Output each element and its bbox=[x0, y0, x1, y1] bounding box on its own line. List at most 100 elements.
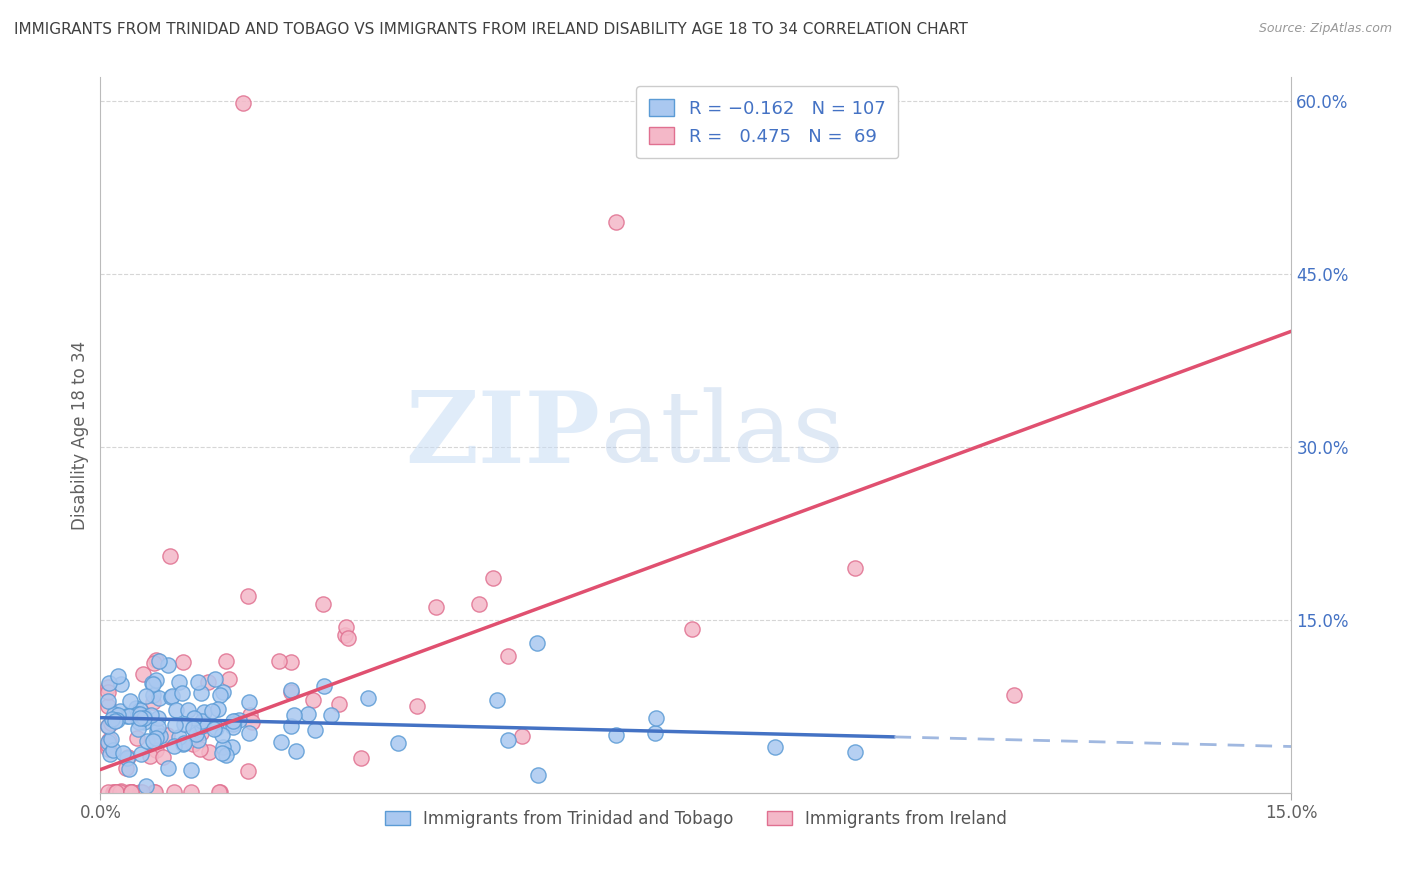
Point bbox=[105, 784, 128, 798]
Point bbox=[129, 747, 152, 762]
Point bbox=[159, 690, 181, 705]
Point bbox=[284, 744, 307, 758]
Point bbox=[173, 717, 195, 731]
Point bbox=[98, 747, 121, 761]
Point bbox=[142, 677, 165, 691]
Point bbox=[120, 784, 142, 798]
Point bbox=[280, 655, 302, 669]
Point bbox=[97, 719, 120, 733]
Point bbox=[120, 784, 142, 798]
Point bbox=[152, 749, 174, 764]
Point bbox=[527, 768, 550, 782]
Point bbox=[132, 715, 155, 730]
Point bbox=[212, 684, 235, 698]
Point bbox=[141, 675, 163, 690]
Point bbox=[121, 784, 143, 798]
Point bbox=[222, 714, 245, 728]
Point bbox=[321, 708, 343, 723]
Point bbox=[269, 654, 291, 668]
Point bbox=[208, 784, 231, 798]
Point bbox=[97, 738, 120, 752]
Text: IMMIGRANTS FROM TRINIDAD AND TOBAGO VS IMMIGRANTS FROM IRELAND DISABILITY AGE 18: IMMIGRANTS FROM TRINIDAD AND TOBAGO VS I… bbox=[14, 22, 967, 37]
Point bbox=[242, 714, 264, 729]
Legend: Immigrants from Trinidad and Tobago, Immigrants from Ireland: Immigrants from Trinidad and Tobago, Imm… bbox=[378, 803, 1014, 834]
Point bbox=[121, 784, 143, 798]
Point bbox=[120, 694, 142, 708]
Point bbox=[101, 742, 124, 756]
Point bbox=[104, 714, 127, 728]
Point bbox=[143, 656, 166, 670]
Point bbox=[97, 680, 120, 694]
Point bbox=[163, 784, 186, 798]
Point bbox=[142, 734, 165, 748]
Point bbox=[110, 704, 132, 718]
Point bbox=[312, 597, 335, 611]
Point bbox=[763, 739, 786, 754]
Point bbox=[681, 622, 703, 636]
Point bbox=[142, 689, 165, 703]
Point bbox=[214, 654, 236, 668]
Point bbox=[163, 718, 186, 732]
Point bbox=[496, 733, 519, 747]
Text: ZIP: ZIP bbox=[406, 386, 600, 483]
Point bbox=[129, 706, 152, 721]
Point bbox=[100, 731, 122, 746]
Point bbox=[105, 713, 128, 727]
Point bbox=[605, 214, 627, 228]
Point bbox=[238, 726, 260, 740]
Point bbox=[498, 649, 520, 664]
Point bbox=[167, 730, 190, 744]
Point bbox=[101, 784, 124, 798]
Point bbox=[148, 654, 170, 668]
Point bbox=[103, 706, 125, 721]
Point bbox=[157, 761, 180, 775]
Point bbox=[333, 628, 356, 642]
Point bbox=[232, 95, 254, 110]
Point bbox=[143, 784, 166, 798]
Point bbox=[304, 723, 326, 738]
Point bbox=[425, 600, 447, 615]
Point bbox=[97, 784, 120, 798]
Point bbox=[280, 683, 302, 698]
Point bbox=[605, 728, 627, 742]
Point bbox=[97, 732, 120, 747]
Point bbox=[201, 704, 224, 718]
Point bbox=[145, 653, 167, 667]
Point bbox=[197, 675, 219, 690]
Point bbox=[125, 701, 148, 715]
Point bbox=[236, 589, 259, 603]
Point bbox=[142, 695, 165, 709]
Point bbox=[215, 747, 238, 762]
Point bbox=[97, 735, 120, 749]
Point bbox=[157, 657, 180, 672]
Point bbox=[114, 761, 136, 775]
Point bbox=[211, 746, 233, 760]
Point bbox=[103, 784, 125, 798]
Point bbox=[188, 741, 211, 756]
Point bbox=[146, 720, 169, 734]
Point bbox=[117, 750, 139, 764]
Point bbox=[107, 708, 129, 723]
Point bbox=[97, 685, 120, 699]
Point bbox=[207, 702, 229, 716]
Point bbox=[209, 784, 232, 798]
Point bbox=[162, 689, 184, 703]
Point bbox=[644, 726, 666, 740]
Point bbox=[221, 740, 243, 755]
Point bbox=[405, 698, 427, 713]
Point bbox=[128, 703, 150, 717]
Point bbox=[224, 714, 246, 728]
Point bbox=[1002, 688, 1025, 702]
Point bbox=[302, 693, 325, 707]
Point bbox=[312, 679, 335, 693]
Point bbox=[211, 727, 233, 741]
Point bbox=[159, 549, 181, 564]
Point bbox=[280, 685, 302, 699]
Point bbox=[328, 697, 350, 711]
Point bbox=[105, 784, 128, 798]
Point bbox=[135, 779, 157, 793]
Point bbox=[118, 784, 141, 798]
Point bbox=[190, 719, 212, 733]
Point bbox=[204, 673, 226, 687]
Point bbox=[148, 691, 170, 706]
